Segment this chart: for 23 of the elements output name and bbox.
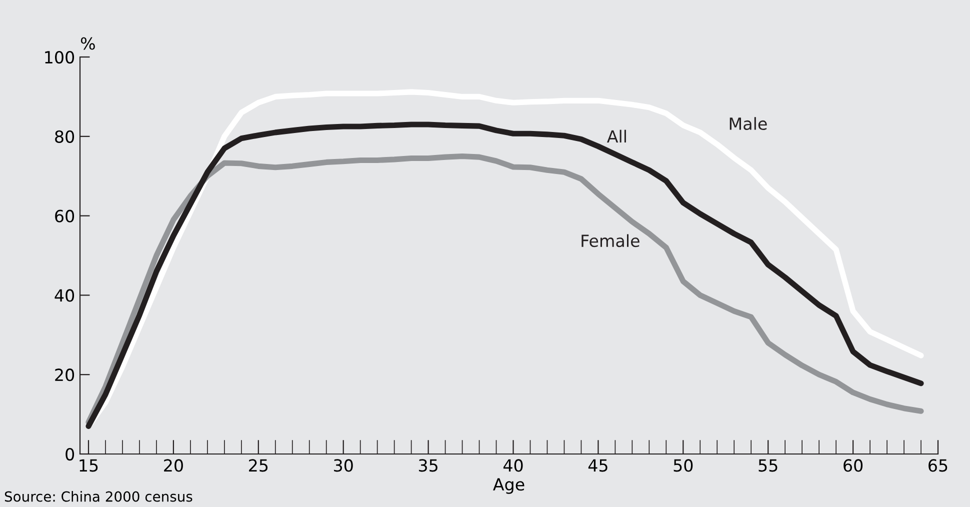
x-tick-label: 15	[80, 459, 98, 472]
y-tick-label: 60	[55, 210, 74, 222]
x-tick-label: 65	[928, 459, 948, 472]
series-label: Male	[730, 117, 767, 130]
x-tick-label: 60	[844, 459, 863, 472]
series-label: Female	[582, 234, 640, 248]
x-tick-label: 35	[418, 459, 438, 472]
y-axis-title: %	[80, 37, 95, 50]
series-label: All	[606, 130, 626, 142]
y-tick-label: 100	[45, 50, 74, 64]
y-tick-label: 20	[55, 368, 74, 382]
x-tick-label: 40	[503, 459, 523, 472]
x-tick-label: 20	[164, 459, 183, 472]
x-tick-label: 55	[758, 459, 778, 472]
y-tick-label: 0	[66, 448, 74, 461]
y-tick-label: 80	[55, 130, 74, 143]
x-tick-label: 25	[249, 459, 268, 472]
x-axis-title: Age	[493, 478, 524, 494]
source-note: Source: China 2000 census	[4, 491, 192, 502]
x-tick-label: 30	[334, 459, 353, 472]
x-tick-label: 45	[588, 459, 608, 472]
y-tick-label: 40	[54, 289, 74, 302]
x-tick-label: 50	[674, 459, 693, 472]
